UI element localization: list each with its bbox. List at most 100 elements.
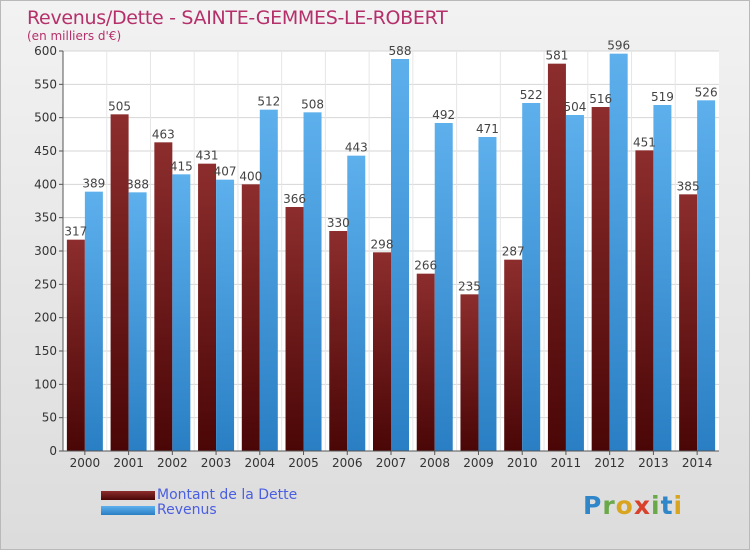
bar-dette — [460, 294, 479, 451]
y-tick-label: 250 — [34, 277, 57, 291]
x-tick-label: 2013 — [638, 456, 669, 470]
bar-dette — [679, 194, 698, 452]
data-label-dette: 287 — [502, 245, 525, 259]
bar-dette — [504, 259, 523, 451]
bar-dette — [285, 207, 304, 451]
bar-dette — [241, 184, 260, 452]
data-label-revenus: 519 — [651, 90, 674, 104]
data-label-revenus: 471 — [476, 122, 499, 136]
x-tick-label: 2001 — [113, 456, 144, 470]
proxiti-logo: Proxiti — [583, 491, 683, 520]
x-tick-label: 2008 — [419, 456, 450, 470]
data-label-revenus: 596 — [607, 39, 630, 53]
y-tick-label: 300 — [34, 244, 57, 258]
data-label-dette: 385 — [677, 179, 700, 193]
bar-revenus — [565, 115, 584, 451]
legend-label-dette: Montant de la Dette — [157, 487, 298, 503]
y-tick-label: 500 — [34, 111, 57, 125]
data-label-revenus: 443 — [345, 141, 368, 155]
x-tick-label: 2004 — [245, 456, 276, 470]
bar-revenus — [84, 191, 103, 451]
data-label-dette: 516 — [589, 92, 612, 106]
bar-revenus — [653, 105, 672, 451]
x-tick-label: 2011 — [551, 456, 582, 470]
legend-swatch-revenus — [101, 506, 155, 515]
bar-revenus — [697, 100, 716, 451]
x-tick-label: 2003 — [201, 456, 232, 470]
x-tick-label: 2006 — [332, 456, 363, 470]
y-tick-label: 550 — [34, 77, 57, 91]
logo-letter: x — [633, 491, 651, 520]
bar-revenus — [609, 53, 628, 452]
data-label-dette: 235 — [458, 279, 481, 293]
y-tick-label: 100 — [34, 377, 57, 391]
data-label-revenus: 588 — [389, 44, 412, 58]
logo-letter: t — [660, 491, 674, 520]
data-label-dette: 451 — [633, 135, 656, 149]
data-label-revenus: 388 — [126, 177, 149, 191]
x-tick-label: 2007 — [376, 456, 407, 470]
y-tick-label: 0 — [49, 444, 57, 458]
data-label-dette: 400 — [239, 169, 262, 183]
bar-dette — [547, 63, 566, 452]
chart-subtitle: (en milliers d'€) — [27, 29, 122, 43]
bar-dette — [635, 150, 654, 452]
bar-revenus — [216, 179, 235, 451]
legend-label-revenus: Revenus — [157, 502, 217, 518]
data-label-revenus: 526 — [695, 85, 718, 99]
data-label-revenus: 415 — [170, 159, 193, 173]
bar-revenus — [522, 103, 541, 451]
data-label-dette: 431 — [196, 149, 219, 163]
bar-dette — [154, 142, 173, 452]
bar-revenus — [303, 112, 322, 451]
logo-letter: P — [583, 491, 603, 520]
data-label-revenus: 407 — [214, 165, 237, 179]
data-label-dette: 366 — [283, 192, 306, 206]
data-label-revenus: 508 — [301, 97, 324, 111]
bar-revenus — [172, 174, 191, 452]
y-tick-label: 600 — [34, 44, 57, 58]
legend-swatch-dette — [101, 491, 155, 500]
data-label-revenus: 389 — [82, 177, 105, 191]
bar-revenus — [434, 123, 453, 451]
y-tick-label: 200 — [34, 311, 57, 325]
logo-letter: i — [673, 491, 684, 520]
x-tick-label: 2002 — [157, 456, 188, 470]
data-label-dette: 330 — [327, 216, 350, 230]
x-tick-label: 2010 — [507, 456, 538, 470]
bar-dette — [110, 114, 129, 451]
y-tick-label: 50 — [42, 411, 57, 425]
data-label-revenus: 504 — [563, 100, 586, 114]
chart-title: Revenus/Dette - SAINTE-GEMMES-LE-ROBERT — [27, 7, 448, 29]
x-tick-label: 2000 — [70, 456, 101, 470]
bar-dette — [591, 107, 610, 451]
bar-revenus — [391, 59, 409, 451]
data-label-dette: 266 — [414, 259, 437, 273]
y-tick-label: 350 — [34, 211, 57, 225]
data-label-dette: 581 — [545, 49, 568, 63]
data-label-revenus: 522 — [520, 88, 543, 102]
bar-revenus — [259, 109, 278, 452]
x-tick-label: 2012 — [594, 456, 625, 470]
logo-letter: i — [651, 491, 661, 520]
data-label-revenus: 512 — [257, 95, 280, 109]
bar-revenus — [478, 137, 497, 451]
logo-letter: r — [602, 491, 616, 520]
bar-dette — [373, 252, 391, 451]
data-label-dette: 317 — [64, 225, 87, 239]
data-label-revenus: 492 — [432, 108, 455, 122]
x-tick-label: 2005 — [288, 456, 319, 470]
y-tick-label: 150 — [34, 344, 57, 358]
data-label-dette: 505 — [108, 99, 131, 113]
y-tick-label: 400 — [34, 177, 57, 191]
x-tick-label: 2014 — [682, 456, 713, 470]
bar-dette — [198, 163, 217, 451]
bar-revenus — [128, 192, 147, 452]
bar-dette — [329, 231, 348, 451]
x-tick-label: 2009 — [463, 456, 494, 470]
data-label-dette: 298 — [371, 237, 394, 251]
bar-dette — [66, 239, 85, 451]
y-tick-label: 450 — [34, 144, 57, 158]
